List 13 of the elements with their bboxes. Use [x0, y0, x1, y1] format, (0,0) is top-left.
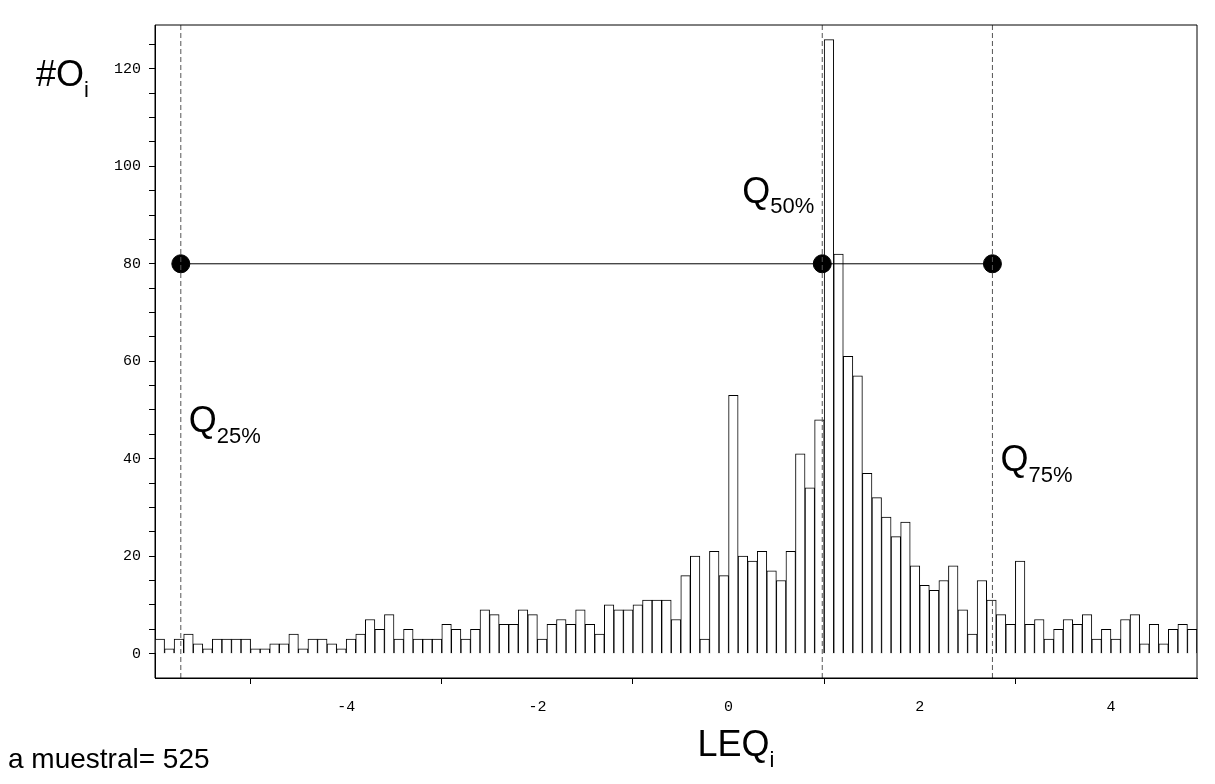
y-tick-label: 120 [113, 60, 141, 78]
y-tick-label: 80 [122, 255, 141, 273]
x-tick-label: -2 [528, 698, 547, 716]
y-tick-label: 100 [113, 158, 141, 176]
x-tick-label: 0 [724, 698, 734, 716]
x-tick-label: -4 [337, 698, 356, 716]
x-tick-label: 2 [915, 698, 925, 716]
text: a muestral= 525 [8, 743, 210, 774]
x-tick-label: 4 [1106, 698, 1116, 716]
y-tick-label: 0 [131, 645, 141, 663]
y-tick-label: 20 [122, 548, 141, 566]
y-tick-label: 40 [122, 450, 141, 468]
y-tick-label: 60 [122, 353, 141, 371]
